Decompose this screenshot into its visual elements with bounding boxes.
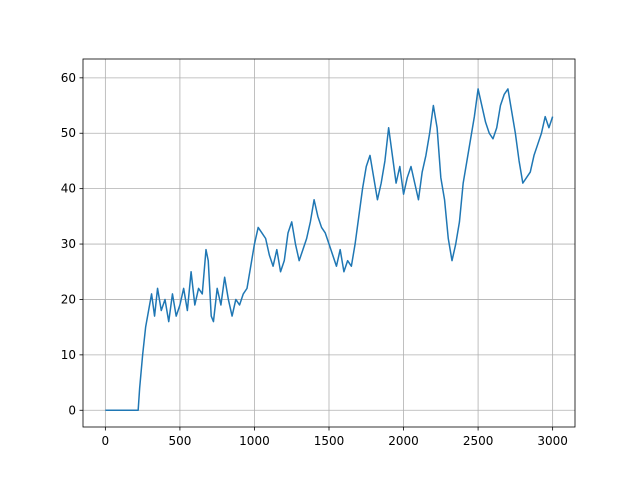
y-tick-label: 60 bbox=[61, 71, 76, 85]
y-tick-label: 10 bbox=[61, 348, 76, 362]
data-line bbox=[105, 88, 554, 412]
y-tick-label: 50 bbox=[61, 126, 76, 140]
y-tick-label: 20 bbox=[61, 292, 76, 306]
y-tick-label: 0 bbox=[68, 403, 76, 417]
x-tick-label: 2000 bbox=[388, 434, 419, 448]
y-tick-label: 40 bbox=[61, 182, 76, 196]
lines bbox=[105, 88, 554, 412]
x-tick-label: 1500 bbox=[314, 434, 345, 448]
x-tick-label: 1000 bbox=[239, 434, 270, 448]
x-tick-label: 500 bbox=[168, 434, 191, 448]
y-tick-label: 30 bbox=[61, 237, 76, 251]
ticks: 0 500 1000 1500 2000 2500 3000 0 10 20 30 40 50 60 bbox=[61, 71, 568, 448]
x-tick-label: 3000 bbox=[537, 434, 568, 448]
x-tick-label: 2500 bbox=[463, 434, 494, 448]
x-tick-label: 0 bbox=[102, 434, 110, 448]
